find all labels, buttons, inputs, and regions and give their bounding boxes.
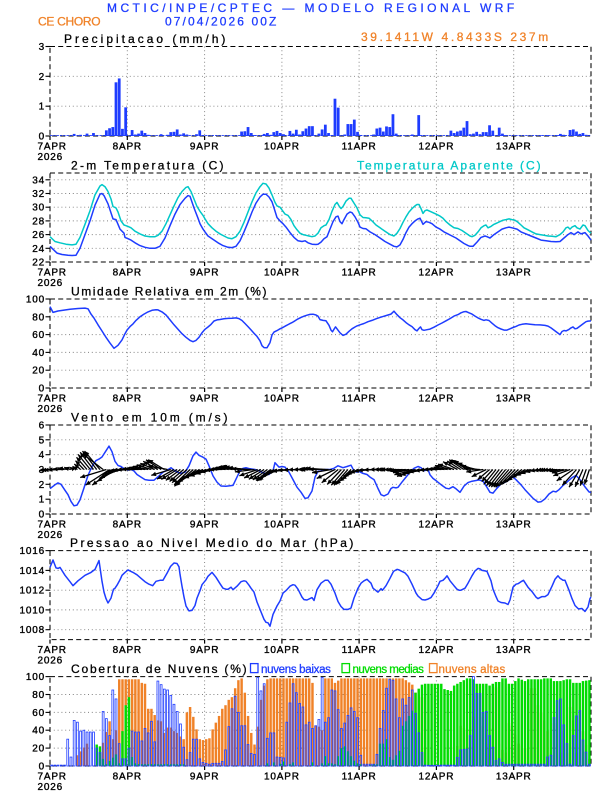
svg-text:40: 40 — [32, 348, 45, 359]
svg-text:4: 4 — [39, 450, 45, 461]
svg-text:28: 28 — [32, 216, 45, 227]
svg-text:8APR: 8APR — [113, 519, 142, 530]
svg-text:1008: 1008 — [20, 625, 45, 636]
svg-text:0: 0 — [39, 132, 45, 143]
svg-text:12APR: 12APR — [419, 267, 455, 278]
svg-text:7APR: 7APR — [38, 267, 67, 278]
svg-text:10APR: 10APR — [264, 771, 300, 782]
svg-text:nuvens medias: nuvens medias — [353, 664, 425, 676]
svg-text:7APR: 7APR — [38, 141, 67, 152]
svg-text:12APR: 12APR — [419, 645, 455, 656]
svg-text:8APR: 8APR — [113, 393, 142, 404]
svg-text:9APR: 9APR — [190, 141, 219, 152]
svg-text:2: 2 — [39, 480, 45, 491]
svg-text:Pressao ao Nivel Medio do Mar: Pressao ao Nivel Medio do Mar (hPa) — [70, 536, 356, 550]
svg-text:10APR: 10APR — [264, 393, 300, 404]
svg-text:11APR: 11APR — [342, 141, 377, 152]
svg-text:7APR: 7APR — [38, 645, 67, 656]
svg-text:60: 60 — [32, 330, 45, 341]
svg-text:10APR: 10APR — [264, 267, 300, 278]
svg-text:8APR: 8APR — [113, 141, 142, 152]
svg-text:40: 40 — [32, 726, 45, 737]
svg-text:13APR: 13APR — [496, 141, 532, 152]
svg-text:Vento em 10m (m/s): Vento em 10m (m/s) — [71, 411, 230, 425]
svg-text:nuvens altas: nuvens altas — [439, 664, 506, 676]
svg-text:07/04/2026 00Z: 07/04/2026 00Z — [165, 15, 278, 29]
svg-text:8APR: 8APR — [113, 771, 142, 782]
svg-text:12APR: 12APR — [419, 141, 455, 152]
svg-text:13APR: 13APR — [496, 519, 532, 530]
svg-text:12APR: 12APR — [419, 393, 455, 404]
svg-text:1016: 1016 — [20, 546, 45, 557]
svg-text:2-m Temperatura (C): 2-m Temperatura (C) — [71, 159, 226, 173]
svg-text:20: 20 — [32, 744, 45, 755]
svg-text:26: 26 — [32, 230, 45, 241]
svg-text:13APR: 13APR — [496, 771, 532, 782]
svg-text:10APR: 10APR — [264, 645, 300, 656]
svg-text:2: 2 — [39, 72, 45, 83]
svg-text:100: 100 — [26, 672, 45, 683]
svg-text:1012: 1012 — [20, 586, 45, 597]
svg-text:CE CHORO: CE CHORO — [38, 15, 100, 29]
svg-text:7APR: 7APR — [38, 393, 67, 404]
svg-text:32: 32 — [32, 189, 45, 200]
svg-text:0: 0 — [39, 384, 45, 395]
svg-text:2026: 2026 — [38, 655, 63, 666]
svg-text:1: 1 — [39, 102, 45, 113]
svg-text:3: 3 — [39, 42, 45, 53]
svg-text:1010: 1010 — [20, 605, 45, 616]
svg-text:10APR: 10APR — [264, 141, 300, 152]
svg-text:8APR: 8APR — [113, 645, 142, 656]
svg-text:2026: 2026 — [38, 782, 63, 792]
svg-text:7APR: 7APR — [38, 771, 67, 782]
svg-text:2026: 2026 — [38, 530, 63, 541]
svg-text:2026: 2026 — [38, 404, 63, 415]
svg-text:MCTIC/INPE/CPTEC — MODELO REGI: MCTIC/INPE/CPTEC — MODELO REGIONAL WRF — [107, 1, 518, 15]
svg-text:8APR: 8APR — [113, 267, 142, 278]
svg-text:0: 0 — [39, 762, 45, 773]
svg-text:11APR: 11APR — [342, 267, 377, 278]
svg-text:7APR: 7APR — [38, 519, 67, 530]
svg-text:24: 24 — [32, 244, 45, 255]
svg-text:11APR: 11APR — [342, 771, 377, 782]
svg-text:10APR: 10APR — [264, 519, 300, 530]
svg-text:2026: 2026 — [38, 278, 63, 289]
svg-text:12APR: 12APR — [419, 519, 455, 530]
svg-text:Cobertura de Nuvens (%): Cobertura de Nuvens (%) — [71, 662, 248, 676]
svg-text:6: 6 — [39, 421, 45, 432]
svg-text:11APR: 11APR — [342, 393, 377, 404]
svg-text:12APR: 12APR — [419, 771, 455, 782]
svg-text:5: 5 — [39, 435, 45, 446]
svg-text:13APR: 13APR — [496, 393, 532, 404]
svg-text:0: 0 — [39, 510, 45, 521]
svg-text:11APR: 11APR — [342, 519, 377, 530]
svg-text:9APR: 9APR — [190, 519, 219, 530]
svg-text:1: 1 — [39, 495, 45, 506]
svg-text:13APR: 13APR — [496, 267, 532, 278]
svg-text:Temperatura Aparente (C): Temperatura Aparente (C) — [357, 159, 543, 173]
svg-text:9APR: 9APR — [190, 771, 219, 782]
svg-text:22: 22 — [32, 258, 45, 269]
svg-text:9APR: 9APR — [190, 393, 219, 404]
svg-text:30: 30 — [32, 203, 45, 214]
svg-text:9APR: 9APR — [190, 645, 219, 656]
svg-text:1014: 1014 — [20, 566, 45, 577]
svg-text:80: 80 — [32, 690, 45, 701]
svg-text:80: 80 — [32, 312, 45, 323]
svg-text:Umidade Relativa em 2m (%): Umidade Relativa em 2m (%) — [71, 285, 268, 299]
svg-text:39.1411W 4.8433S 237m: 39.1411W 4.8433S 237m — [361, 30, 551, 44]
svg-text:13APR: 13APR — [496, 645, 532, 656]
svg-text:34: 34 — [32, 175, 45, 186]
svg-text:100: 100 — [26, 295, 45, 306]
svg-text:20: 20 — [32, 366, 45, 377]
svg-text:60: 60 — [32, 708, 45, 719]
svg-text:nuvens baixas: nuvens baixas — [261, 664, 331, 676]
svg-text:2026: 2026 — [38, 152, 63, 163]
svg-text:Precipitacao (mm/h): Precipitacao (mm/h) — [64, 32, 228, 46]
svg-text:9APR: 9APR — [190, 267, 219, 278]
svg-text:11APR: 11APR — [342, 645, 377, 656]
